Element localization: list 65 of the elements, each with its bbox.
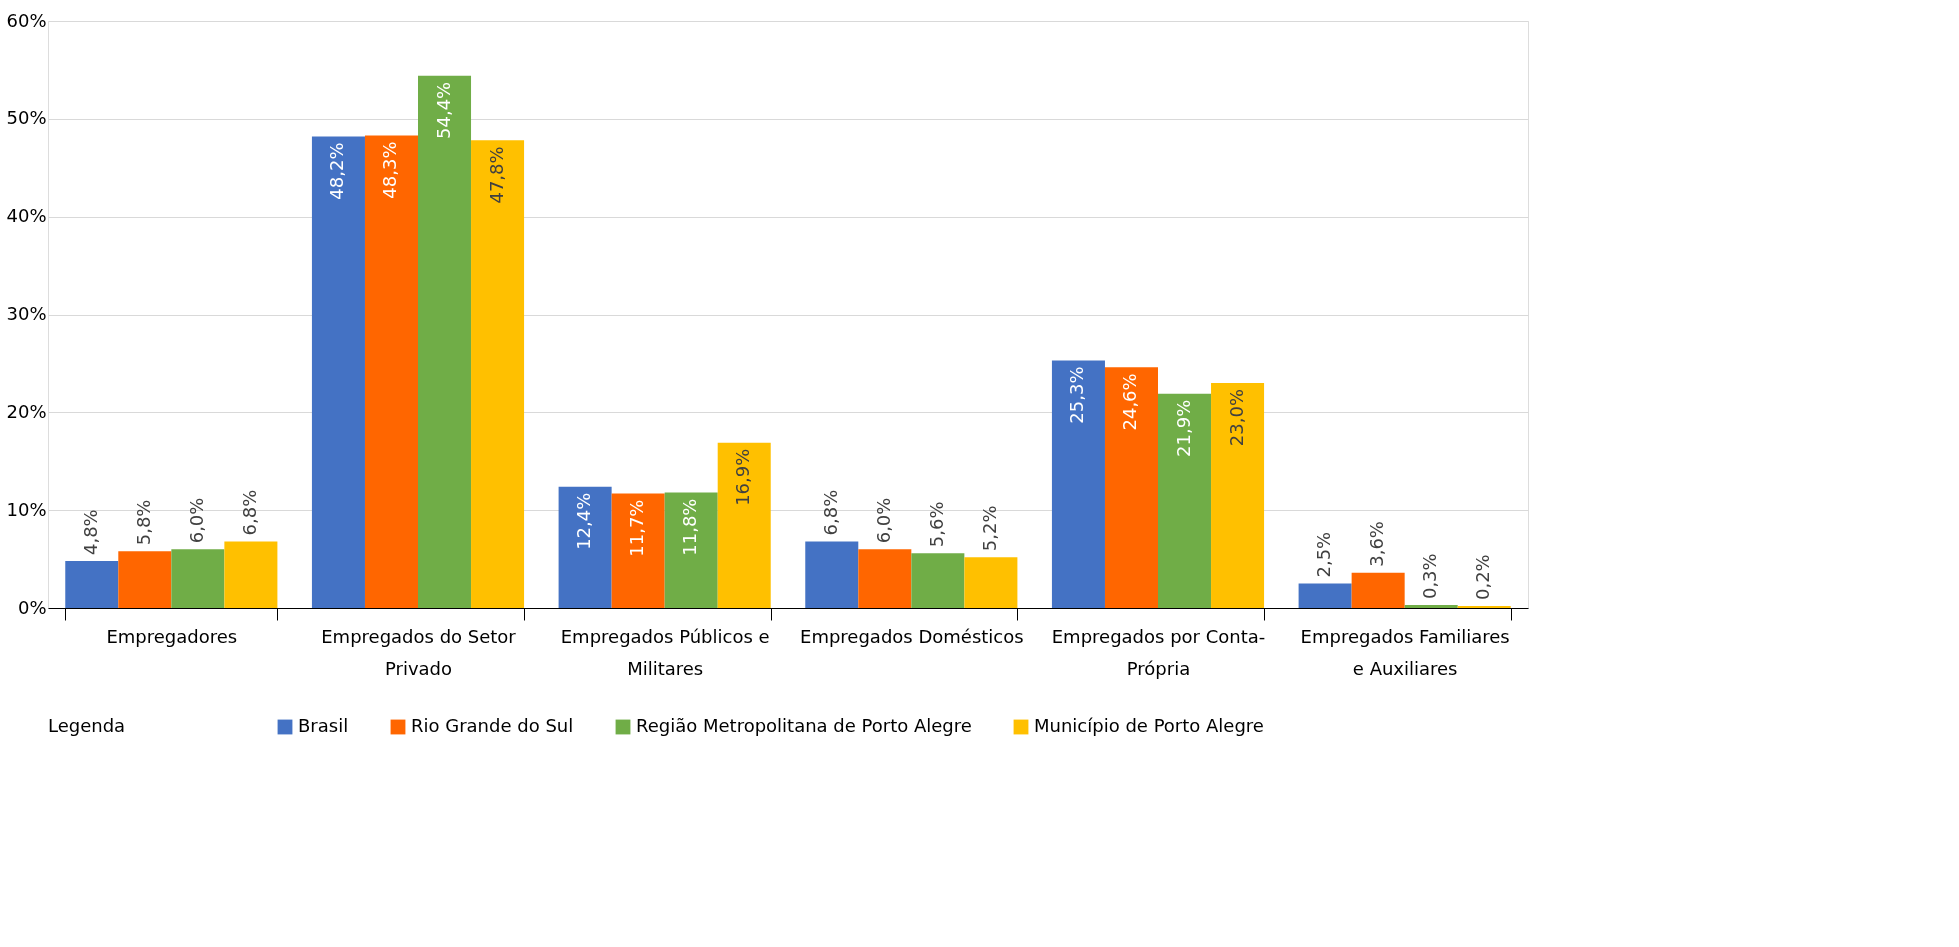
bar — [65, 561, 119, 608]
y-tick-label: 40% — [6, 205, 47, 227]
data-label: 11,8% — [679, 498, 701, 556]
bar — [364, 135, 418, 608]
y-tick-label: 0% — [17, 596, 47, 618]
data-label: 48,2% — [326, 142, 348, 200]
bar — [418, 75, 472, 608]
data-label: 16,9% — [732, 448, 754, 506]
data-label: 21,9% — [1172, 399, 1194, 457]
bar — [964, 557, 1018, 608]
bar — [1351, 572, 1405, 608]
legend-title: Legenda — [48, 715, 126, 736]
data-label: 25,3% — [1066, 366, 1088, 424]
data-label: 54,4% — [432, 81, 454, 139]
bar — [311, 136, 365, 608]
bar — [611, 493, 665, 608]
legend-label: Região Metropolitana de Porto Alegre — [636, 715, 972, 736]
bar — [118, 551, 172, 608]
data-label: 24,6% — [1119, 373, 1141, 431]
bar — [224, 541, 278, 608]
data-label: 4,8% — [79, 509, 101, 556]
bar — [858, 549, 912, 608]
data-label: 11,7% — [626, 499, 648, 557]
data-label: 5,8% — [132, 499, 154, 546]
bar — [1211, 382, 1265, 608]
bar — [1051, 360, 1105, 608]
bar — [664, 492, 718, 608]
bar — [911, 553, 965, 608]
legend-label: Rio Grande do Sul — [411, 715, 574, 736]
data-label: 6,0% — [185, 497, 207, 544]
data-label: 6,8% — [238, 489, 260, 536]
bar — [471, 140, 525, 608]
y-tick-label: 20% — [6, 400, 47, 422]
data-label: 47,8% — [485, 146, 507, 204]
data-label: 3,6% — [1366, 521, 1388, 567]
bar — [1158, 393, 1212, 608]
bar — [1104, 367, 1158, 608]
y-tick-label: 50% — [6, 107, 47, 129]
y-tick-label: 60% — [6, 9, 47, 31]
data-label: 2,5% — [1313, 531, 1335, 578]
data-label: 23,0% — [1225, 388, 1247, 447]
data-label: 0,2% — [1472, 554, 1494, 601]
x-tick-label: Empregados do Setor Privado — [321, 625, 517, 679]
data-label: 0,3% — [1419, 553, 1441, 600]
x-tick-label: Empregados por Conta-Própria — [1051, 625, 1266, 679]
bar — [1404, 605, 1458, 608]
x-tick-label: Empregados Familiares e Auxiliares — [1300, 625, 1510, 679]
y-tick-label: 30% — [6, 303, 47, 324]
bar — [1298, 583, 1352, 608]
data-label: 48,3% — [379, 141, 401, 199]
legend-label: Brasil — [298, 715, 349, 736]
data-label: 6,8% — [819, 489, 841, 536]
legend-label: Município de Porto Alegre — [1034, 715, 1264, 736]
x-tick-label: Empregados Públicos e Militares — [560, 625, 770, 679]
data-label: 6,0% — [872, 497, 894, 544]
bar — [558, 486, 612, 608]
data-label: 5,6% — [925, 501, 947, 548]
bar — [717, 442, 771, 608]
bar — [171, 549, 225, 608]
data-label: 5,2% — [978, 505, 1000, 552]
x-tick-label: Empregados Domésticos — [800, 625, 1024, 647]
x-tick-label: Empregadores — [106, 625, 238, 647]
data-label: 12,4% — [573, 492, 595, 550]
y-tick-label: 10% — [6, 498, 47, 520]
bar — [805, 541, 859, 608]
